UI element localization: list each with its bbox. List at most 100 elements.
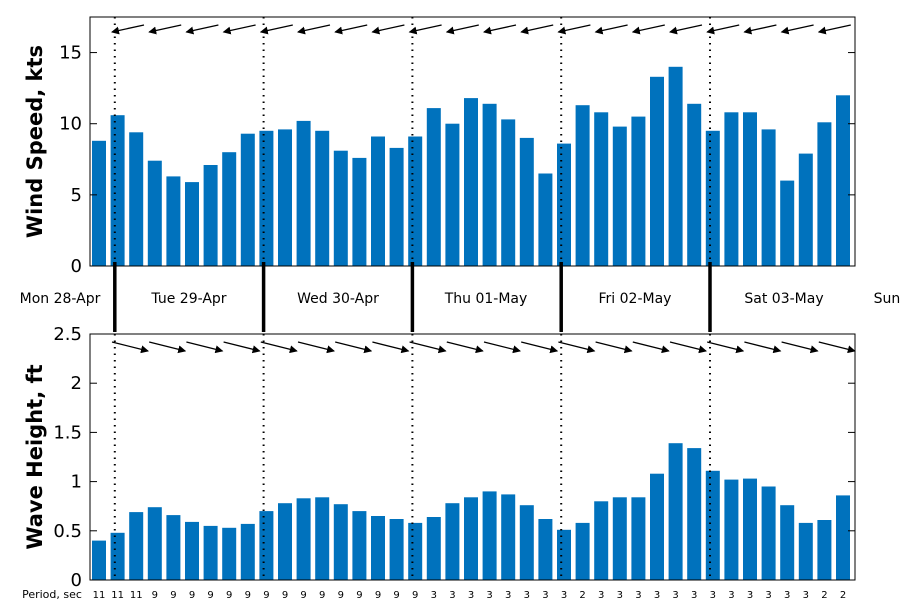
wave-bar	[575, 522, 590, 580]
wind-direction-arrow	[334, 24, 368, 35]
period-label: 2	[840, 590, 846, 600]
wave-direction-arrow	[632, 341, 670, 354]
wind-bar	[557, 143, 571, 266]
wave-bar	[780, 505, 795, 580]
period-label: 3	[691, 590, 697, 600]
period-label: 9	[375, 590, 381, 600]
day-label: Mon 28-Apr	[20, 291, 101, 307]
wave-axes-frame	[89, 333, 856, 581]
wave-direction-arrow	[409, 341, 447, 354]
wave-ylabel: Wave Height, ft	[23, 364, 47, 549]
wind-direction-arrow	[111, 24, 145, 35]
wave-ytick-label: 2	[71, 373, 82, 394]
wind-direction-arrow	[222, 24, 256, 35]
wind-ylabel: Wind Speed, kts	[23, 45, 47, 238]
wind-ytick-label: 15	[59, 43, 82, 64]
wave-direction-arrow	[669, 341, 707, 354]
wind-direction-arrow	[148, 24, 182, 35]
wind-bar	[464, 98, 478, 266]
wave-direction-arrow	[149, 341, 187, 354]
wind-direction-arrow	[557, 24, 591, 35]
wave-bar	[426, 517, 441, 580]
wave-ytick-label: 0	[71, 570, 82, 591]
wind-bar	[650, 76, 664, 266]
wave-bar	[110, 532, 125, 580]
period-label: 9	[300, 590, 306, 600]
wave-bar	[464, 497, 478, 580]
wave-direction-arrow	[372, 341, 410, 354]
wind-bar	[501, 119, 516, 267]
wave-bar	[761, 486, 776, 580]
wind-bar	[743, 112, 757, 266]
wave-bar	[240, 523, 255, 580]
wave-direction-arrow	[744, 341, 782, 354]
period-label: 9	[263, 590, 269, 600]
wind-ytick-label: 10	[59, 114, 82, 135]
wave-bar	[538, 519, 553, 580]
day-label: Sun	[874, 291, 900, 307]
wave-bar	[92, 540, 106, 580]
wind-bar	[836, 95, 850, 266]
wind-bar	[687, 103, 702, 266]
wind-bar	[631, 116, 646, 266]
period-label: 9	[189, 590, 195, 600]
period-label: 3	[784, 590, 790, 600]
wave-bar	[408, 522, 423, 580]
wind-bar	[668, 66, 683, 266]
wave-bar	[259, 511, 274, 580]
wave-bar	[594, 501, 609, 580]
wave-bar	[817, 520, 832, 580]
wind-bar	[389, 147, 404, 266]
wind-bar	[352, 157, 367, 266]
period-label: 3	[431, 590, 437, 600]
wind-bar	[761, 129, 776, 266]
wind-bar	[594, 112, 609, 266]
wind-direction-arrow	[817, 24, 851, 35]
wave-direction-arrow	[111, 341, 149, 354]
wave-bar	[557, 529, 571, 580]
wind-bar	[129, 132, 144, 266]
period-label: 3	[635, 590, 641, 600]
wave-direction-arrow	[297, 341, 335, 354]
wave-direction-arrow	[483, 341, 521, 354]
wind-bar	[408, 136, 423, 266]
wave-direction-arrow	[521, 341, 559, 354]
wave-ytick-label: 1	[71, 472, 82, 493]
wind-bar	[110, 115, 125, 266]
period-label: 9	[412, 590, 418, 600]
wave-direction-arrow	[781, 341, 819, 354]
period-label: 3	[672, 590, 678, 600]
wind-bar	[278, 129, 292, 266]
wave-bar	[166, 515, 181, 580]
wave-bar	[668, 443, 683, 580]
wind-bar	[166, 176, 181, 266]
wave-bar	[352, 511, 367, 580]
wave-ytick-label: 2.5	[53, 324, 82, 345]
wind-direction-arrow	[297, 24, 331, 35]
wave-bar	[798, 522, 813, 580]
period-label: 3	[765, 590, 771, 600]
wind-bar	[333, 150, 348, 266]
wave-direction-arrow	[595, 341, 633, 354]
wave-bar	[687, 448, 702, 580]
wind-direction-arrow	[445, 24, 479, 35]
period-label: 3	[747, 590, 753, 600]
wind-bar	[147, 160, 162, 266]
wind-bar	[296, 120, 311, 267]
period-label: 9	[338, 590, 344, 600]
wave-bar	[836, 495, 850, 580]
wave-direction-arrow	[707, 341, 745, 354]
period-label: 3	[598, 590, 604, 600]
wind-bar	[240, 133, 255, 266]
period-label: 11	[111, 590, 124, 600]
period-title: Period, sec	[22, 588, 82, 600]
wave-bar	[650, 473, 664, 580]
wind-bar	[612, 126, 627, 266]
period-label: 3	[542, 590, 548, 600]
period-label: 3	[710, 590, 716, 600]
period-label: 2	[821, 590, 827, 600]
period-label: 9	[152, 590, 158, 600]
wind-direction-arrow	[669, 24, 703, 35]
period-label: 3	[449, 590, 455, 600]
day-label: Thu 01-May	[444, 291, 528, 307]
